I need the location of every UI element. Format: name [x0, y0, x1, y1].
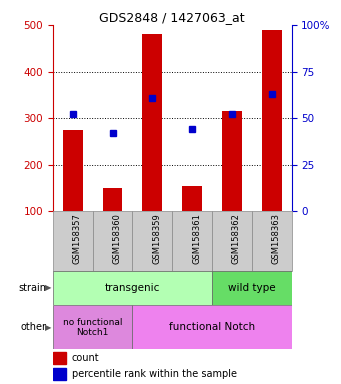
Title: GDS2848 / 1427063_at: GDS2848 / 1427063_at: [99, 11, 245, 24]
Text: wild type: wild type: [228, 283, 276, 293]
Text: percentile rank within the sample: percentile rank within the sample: [72, 369, 237, 379]
Bar: [53, 271, 212, 305]
Bar: [252, 211, 292, 271]
Bar: [262, 30, 282, 211]
Bar: [212, 211, 252, 271]
Text: GSM158359: GSM158359: [152, 213, 161, 264]
Text: ▶: ▶: [45, 283, 51, 293]
Text: other: other: [20, 322, 46, 333]
Text: no functional
Notch1: no functional Notch1: [63, 318, 122, 337]
Text: strain: strain: [18, 283, 46, 293]
Text: GSM158361: GSM158361: [192, 213, 201, 264]
Bar: [63, 130, 83, 211]
Bar: [103, 188, 122, 211]
Bar: [53, 211, 93, 271]
Bar: [53, 368, 66, 381]
Bar: [222, 111, 242, 211]
Text: GSM158363: GSM158363: [272, 213, 281, 264]
Bar: [132, 211, 172, 271]
Bar: [212, 271, 292, 305]
Text: transgenic: transgenic: [105, 283, 160, 293]
Bar: [53, 305, 132, 349]
Text: functional Notch: functional Notch: [169, 322, 255, 333]
Bar: [53, 352, 66, 364]
Bar: [172, 211, 212, 271]
Bar: [182, 185, 202, 211]
Text: GSM158357: GSM158357: [73, 213, 82, 264]
Text: GSM158362: GSM158362: [232, 213, 241, 264]
Bar: [93, 211, 132, 271]
Bar: [132, 305, 292, 349]
Bar: [143, 34, 162, 211]
Text: count: count: [72, 353, 100, 363]
Text: ▶: ▶: [45, 323, 51, 332]
Text: GSM158360: GSM158360: [113, 213, 121, 264]
